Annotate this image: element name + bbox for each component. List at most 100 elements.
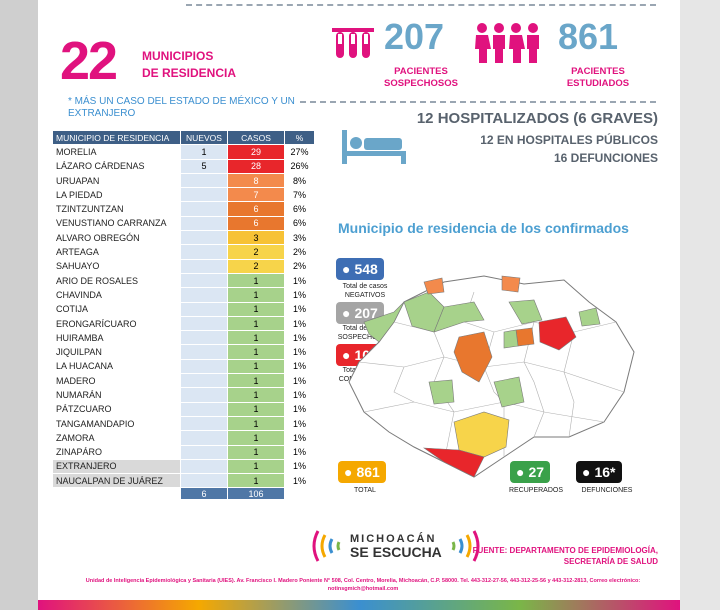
logo-line2: SE ESCUCHA xyxy=(350,544,442,560)
sospechosos-label-line2: SOSPECHOSOS xyxy=(384,78,458,89)
nuevos-value xyxy=(180,473,228,489)
people-icon: ● xyxy=(344,464,353,480)
municipios-count: 22 xyxy=(60,31,118,91)
source-line2: SECRETARÍA DE SALUD xyxy=(563,557,658,566)
table-row: HUIRAMBA 1 1% xyxy=(52,330,315,346)
total-badge: ● 861 xyxy=(338,461,386,483)
estudiados-label-line2: ESTUDIADOS xyxy=(566,78,630,89)
municipio-name: ALVARO OBREGÓN xyxy=(52,230,181,246)
person-icon: ● xyxy=(582,464,591,480)
municipios-table: MUNICIPIO DE RESIDENCIA NUEVOS CASOS % M… xyxy=(52,129,315,501)
table-row: ERONGARÍCUARO 1 1% xyxy=(52,315,315,332)
nuevos-value xyxy=(180,415,228,432)
casos-value: 29 xyxy=(227,144,285,160)
estudiados-number: 861 xyxy=(558,16,619,57)
municipio-name: NUMARÁN xyxy=(52,387,181,403)
casos-value: 2 xyxy=(227,258,285,274)
casos-value: 1 xyxy=(227,358,285,375)
nuevos-value xyxy=(180,187,228,203)
recuperados-number: 27 xyxy=(528,464,545,480)
table-row: ALVARO OBREGÓN 3 3% xyxy=(52,230,315,246)
municipio-name: ZAMORA xyxy=(52,430,181,446)
negativos-caption: Total de casos NEGATIVOS xyxy=(342,283,388,299)
casos-value: 1 xyxy=(227,287,285,303)
mid-divider xyxy=(300,101,656,103)
sound-waves-icon xyxy=(451,530,480,562)
nuevos-value: 1 xyxy=(180,144,228,160)
table-row: LA HUACANA 1 1% xyxy=(52,358,315,375)
pct-value: 6% xyxy=(284,201,315,217)
test-tubes-icon xyxy=(330,22,376,67)
casos-value: 7 xyxy=(227,187,285,203)
table-row: NUMARÁN 1 1% xyxy=(52,387,315,403)
source-note: FUENTE: DEPARTAMENTO DE EPIDEMIOLOGÍA, S… xyxy=(473,545,658,567)
municipio-name: ARIO DE ROSALES xyxy=(52,272,181,289)
pct-value: 2% xyxy=(284,244,315,260)
pct-value: 1% xyxy=(284,401,315,417)
sound-waves-icon xyxy=(312,530,341,562)
pct-value: 1% xyxy=(284,444,315,460)
person-icon: ● xyxy=(342,347,351,363)
municipio-name: COTIJA xyxy=(52,301,181,317)
table-row: ARTEAGA 2 2% xyxy=(52,244,315,260)
pct-value: 3% xyxy=(284,230,315,246)
nuevos-value xyxy=(180,315,228,332)
table-row: JIQUILPAN 1 1% xyxy=(52,344,315,360)
casos-value: 1 xyxy=(227,387,285,403)
recuperados-caption: RECUPERADOS xyxy=(508,487,564,494)
municipio-name: LÁZARO CÁRDENAS xyxy=(52,158,181,174)
municipio-name: LA HUACANA xyxy=(52,358,181,375)
casos-value: 1 xyxy=(227,473,285,489)
sospechosos-caption: Total de casos SOSPECHOSOS xyxy=(337,325,393,341)
defunciones-caption: DEFUNCIONES xyxy=(581,487,633,494)
total-label-cell xyxy=(52,487,181,501)
pct-value: 1% xyxy=(284,272,315,289)
pct-value: 6% xyxy=(284,215,315,232)
source-line1: FUENTE: DEPARTAMENTO DE EPIDEMIOLOGÍA, xyxy=(472,546,658,555)
municipio-name: LA PIEDAD xyxy=(52,187,181,203)
uies-address: Unidad de Inteligencia Epidemiológica y … xyxy=(85,578,641,592)
footnote-estado-mexico: * MÁS UN CASO DEL ESTADO DE MÉXICO Y UN … xyxy=(68,96,295,119)
negativos-number: 548 xyxy=(354,261,378,277)
casos-value: 1 xyxy=(227,330,285,346)
municipio-name: MADERO xyxy=(52,373,181,389)
bottom-color-bar xyxy=(38,600,680,610)
sospechosos-label-line1: PACIENTES xyxy=(394,66,448,77)
casos-value: 8 xyxy=(227,172,285,189)
sospechosos-map-number: 207 xyxy=(354,305,378,321)
pct-value: 1% xyxy=(284,473,315,489)
nuevos-value xyxy=(180,201,228,217)
nuevos-value: 5 xyxy=(180,158,228,174)
table-row: VENUSTIANO CARRANZA 6 6% xyxy=(52,215,315,232)
hospitalizados-text: 12 HOSPITALIZADOS (6 GRAVES) xyxy=(416,110,658,127)
pct-value: 1% xyxy=(284,344,315,360)
nuevos-value xyxy=(180,287,228,303)
table-row: CHAVINDA 1 1% xyxy=(52,287,315,303)
table-total-row: 6 106 xyxy=(52,487,315,501)
casos-value: 6 xyxy=(227,201,285,217)
municipio-name: PÁTZCUARO xyxy=(52,401,181,417)
municipio-name: TZINTZUNTZAN xyxy=(52,201,181,217)
header-municipio: MUNICIPIO DE RESIDENCIA xyxy=(52,129,181,146)
logo-line1: MICHOACÁN xyxy=(350,533,437,545)
municipio-name: VENUSTIANO CARRANZA xyxy=(52,215,181,232)
table-row: SAHUAYO 2 2% xyxy=(52,258,315,274)
pct-value: 2% xyxy=(284,258,315,274)
municipio-name: URUAPAN xyxy=(52,172,181,189)
table-row: TANGAMANDAPIO 1 1% xyxy=(52,415,315,432)
defunciones-number: 16* xyxy=(594,464,616,480)
page-edge-shadow xyxy=(680,0,720,610)
pct-value: 27% xyxy=(284,144,315,160)
estudiados-label-line1: PACIENTES xyxy=(571,66,625,77)
table-row: ZAMORA 1 1% xyxy=(52,430,315,446)
pct-value: 8% xyxy=(284,172,315,189)
pct-value: 1% xyxy=(284,373,315,389)
table-row: MORELIA 1 29 27% xyxy=(52,144,315,160)
casos-value: 1 xyxy=(227,272,285,289)
casos-value: 1 xyxy=(227,415,285,432)
municipios-label: MUNICIPIOS DE RESIDENCIA xyxy=(142,48,236,82)
defunciones-text: 16 DEFUNCIONES xyxy=(553,151,658,165)
casos-value: 3 xyxy=(227,230,285,246)
municipios-label-line2: DE RESIDENCIA xyxy=(142,66,237,80)
nuevos-value xyxy=(180,330,228,346)
